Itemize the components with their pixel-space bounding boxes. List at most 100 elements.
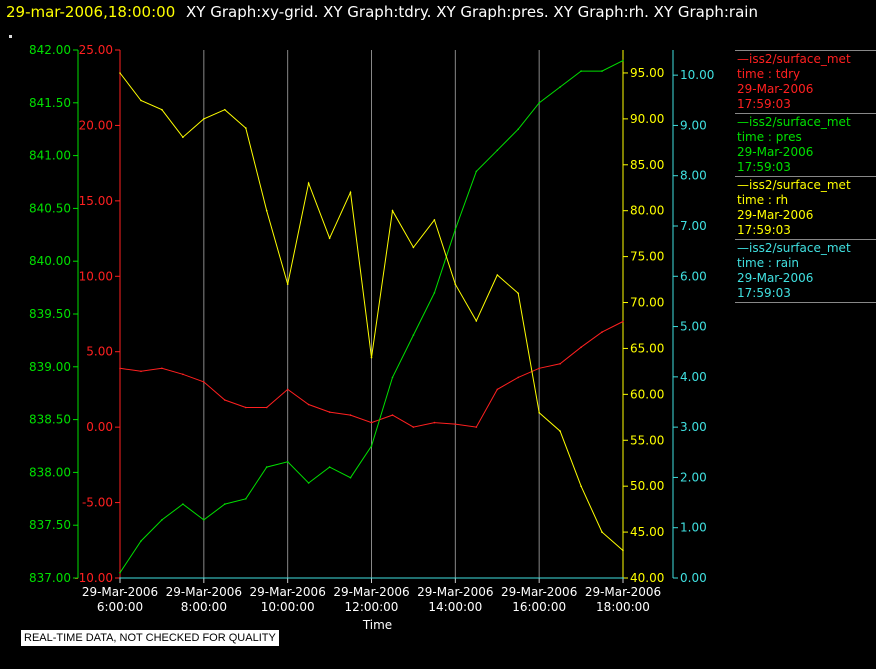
data-point-rh: [224, 108, 226, 111]
data-point-tdry: [224, 399, 226, 401]
data-point-pres: [538, 102, 540, 104]
pres-tick-label: 840.50: [29, 201, 71, 215]
data-point-rh: [391, 209, 394, 212]
legend-entry-pres: —iss2/surface_met time : pres 29-Mar-200…: [735, 113, 876, 176]
legend-date: 29-Mar-2006: [737, 208, 814, 222]
data-point-pres: [601, 70, 603, 72]
x-tick-label-time: 6:00:00: [97, 600, 143, 614]
data-point-tdry: [601, 331, 603, 333]
data-point-tdry: [517, 376, 519, 379]
data-point-pres: [307, 482, 310, 484]
rain-tick-label: 1.00: [680, 521, 707, 535]
data-point-rh: [307, 182, 310, 184]
data-point-rh: [203, 118, 205, 120]
x-tick-label-time: 10:00:00: [261, 600, 315, 614]
legend-date: 29-Mar-2006: [737, 271, 814, 285]
data-point-rh: [370, 356, 373, 359]
tdry-tick-label: 25.00: [79, 43, 113, 57]
rain-tick-label: 8.00: [680, 169, 707, 183]
data-point-tdry: [203, 381, 205, 383]
data-point-rh: [140, 99, 142, 102]
data-point-tdry: [245, 406, 247, 409]
x-tick-label-time: 16:00:00: [512, 600, 566, 614]
data-point-rh: [475, 320, 478, 322]
data-point-rh: [265, 209, 268, 212]
data-point-rh: [580, 485, 582, 488]
data-point-rh: [538, 411, 540, 414]
rh-tick-label: 95.00: [630, 66, 664, 80]
title-graph-list: XY Graph:xy-grid. XY Graph:tdry. XY Grap…: [186, 3, 758, 21]
legend-source: —iss2/surface_met: [737, 52, 851, 66]
legend-time: 17:59:03: [737, 160, 791, 174]
data-point-pres: [370, 445, 373, 447]
window-title: 29-mar-2006,18:00:00 XY Graph:xy-grid. X…: [6, 3, 758, 21]
data-point-tdry: [161, 367, 163, 370]
x-tick-label-date: 29-Mar-2006: [249, 585, 325, 599]
data-point-tdry: [391, 414, 394, 416]
data-point-pres: [224, 503, 226, 505]
data-point-pres: [245, 498, 247, 500]
tdry-tick-label: 5.00: [86, 345, 113, 359]
legend-var: time : tdry: [737, 67, 801, 81]
x-axis-label: Time: [362, 618, 392, 632]
title-time: 29-mar-2006,18:00:00: [6, 3, 176, 21]
data-point-pres: [454, 228, 457, 231]
data-point-pres: [517, 128, 519, 130]
data-point-pres: [286, 461, 289, 463]
data-point-pres: [559, 86, 561, 88]
pres-tick-label: 839.00: [29, 360, 71, 374]
legend: —iss2/surface_met time : tdry 29-Mar-200…: [735, 50, 876, 303]
pres-tick-label: 837.00: [29, 571, 71, 585]
data-point-pres: [496, 149, 499, 152]
data-point-tdry: [370, 421, 373, 424]
data-point-pres: [161, 519, 163, 521]
rh-tick-label: 60.00: [630, 387, 664, 401]
rh-tick-label: 40.00: [630, 571, 664, 585]
pres-tick-label: 838.50: [29, 413, 71, 427]
rain-tick-label: 6.00: [680, 269, 707, 283]
legend-time: 17:59:03: [737, 223, 791, 237]
tdry-tick-label: 0.00: [86, 420, 113, 434]
legend-entry-rain: —iss2/surface_met time : rain 29-Mar-200…: [735, 239, 876, 303]
data-point-rain: [622, 577, 624, 579]
tdry-tick-label: 10.00: [79, 269, 113, 283]
rh-tick-label: 85.00: [630, 158, 664, 172]
data-point-rh: [517, 292, 519, 295]
data-point-tdry: [265, 406, 268, 409]
rh-tick-label: 75.00: [630, 250, 664, 264]
data-point-rain: [119, 577, 121, 579]
data-point-pres: [349, 476, 352, 479]
data-point-tdry: [286, 388, 289, 391]
rh-tick-label: 50.00: [630, 479, 664, 493]
pres-tick-label: 841.00: [29, 149, 71, 163]
rh-tick-label: 80.00: [630, 204, 664, 218]
dot-marker: [9, 35, 12, 38]
data-point-tdry: [475, 426, 478, 428]
rh-tick-label: 45.00: [630, 525, 664, 539]
data-point-rh: [433, 219, 436, 221]
data-point-rh: [119, 72, 121, 74]
legend-var: time : pres: [737, 130, 802, 144]
data-point-tdry: [119, 367, 121, 370]
rh-tick-label: 65.00: [630, 341, 664, 355]
legend-date: 29-Mar-2006: [737, 82, 814, 96]
data-point-pres: [328, 466, 331, 468]
data-point-tdry: [496, 388, 499, 391]
tdry-tick-label: -10.00: [74, 571, 113, 585]
pres-tick-label: 842.00: [29, 43, 71, 57]
legend-entry-tdry: —iss2/surface_met time : tdry 29-Mar-200…: [735, 50, 876, 113]
legend-date: 29-Mar-2006: [737, 145, 814, 159]
x-tick-label-date: 29-Mar-2006: [82, 585, 158, 599]
data-point-rh: [454, 283, 457, 286]
x-tick-label-time: 8:00:00: [181, 600, 227, 614]
data-point-rh: [286, 283, 289, 286]
rain-tick-label: 5.00: [680, 320, 707, 334]
rh-tick-label: 55.00: [630, 433, 664, 447]
rain-tick-label: 3.00: [680, 420, 707, 434]
x-tick-label-time: 12:00:00: [345, 600, 399, 614]
rh-tick-label: 70.00: [630, 296, 664, 310]
data-point-pres: [140, 540, 142, 542]
data-point-rh: [349, 191, 352, 194]
legend-time: 17:59:03: [737, 97, 791, 111]
